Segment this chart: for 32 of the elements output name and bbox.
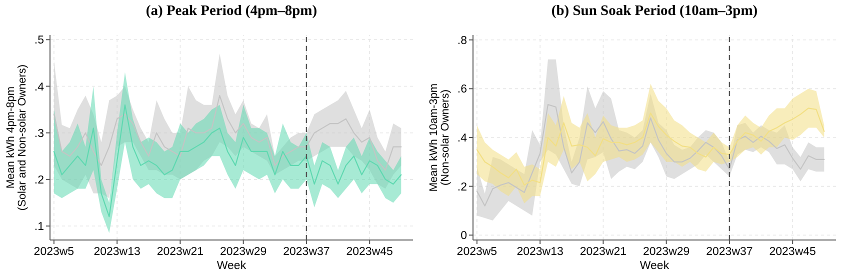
line-series [476,104,825,206]
x-axis-title: Week [216,260,246,272]
x-axis-title: Week [640,260,670,272]
x-tick-label: 2023w5 [456,246,498,258]
line-series [53,95,402,171]
chart-title: (a) Peak Period (4pm–8pm) [146,3,318,19]
line-series [476,108,825,186]
y-tick-label: .5 [34,34,44,47]
y-tick-label: 0 [460,230,467,242]
x-tick-label: 2023w21 [156,246,204,258]
y-tick-label: .2 [457,181,467,194]
x-tick-label: 2023w45 [346,246,393,258]
x-tick-label: 2023w5 [34,246,74,258]
y-tick-label: .6 [457,84,467,96]
y-tick-label: .8 [457,34,467,47]
x-tick-label: 2023w13 [94,246,140,258]
y-axis-title: Mean kWh 10am-3pm (Non-solar Owners) [428,83,452,192]
x-tick-label: 2023w29 [220,246,267,258]
y-tick-label: .3 [34,128,44,140]
y-axis-title: Mean kWh 4pm-8pm (Solar and Non-solar Owners) [5,64,28,211]
x-tick-label: 2023w13 [516,246,564,258]
line-series [53,104,402,218]
y-tick-label: .4 [34,81,45,94]
x-tick-label: 2023w45 [769,246,816,258]
x-tick-label: 2023w21 [580,246,627,258]
x-tick-label: 2023w37 [706,246,753,258]
x-tick-label: 2023w37 [283,246,330,258]
x-tick-label: 2023w29 [642,246,690,258]
chart-title: (b) Sun Soak Period (10am–3pm) [551,3,758,19]
y-tick-label: .1 [34,221,44,234]
y-tick-label: .4 [457,132,468,145]
y-tick-label: .2 [34,174,44,186]
